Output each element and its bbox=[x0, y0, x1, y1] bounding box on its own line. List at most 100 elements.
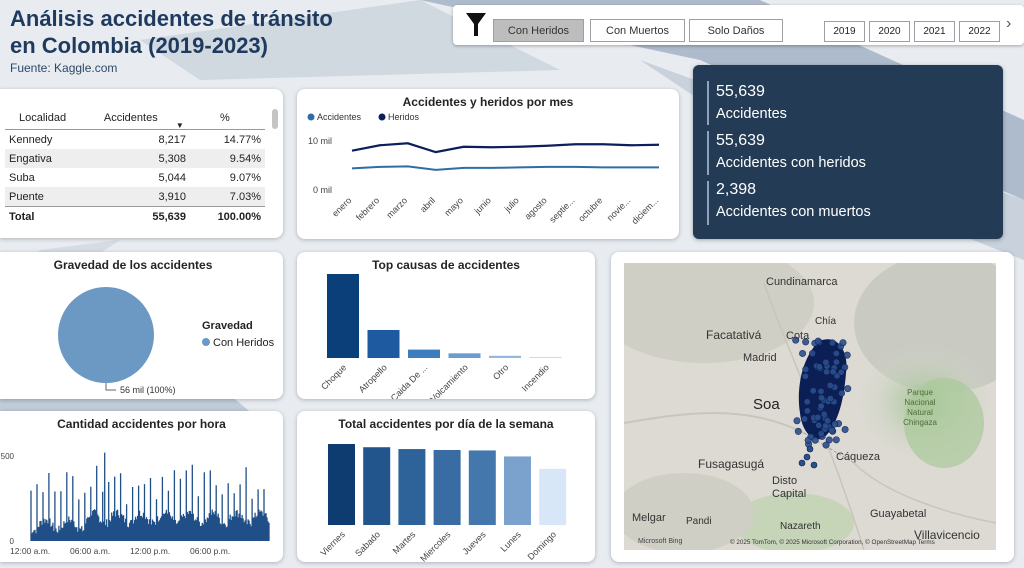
map-brand: Microsoft Bing bbox=[638, 538, 682, 545]
hourly-bars[interactable] bbox=[30, 452, 270, 541]
accident-point[interactable] bbox=[817, 387, 825, 395]
accident-point[interactable] bbox=[806, 445, 814, 453]
x-tick-label: Choque bbox=[319, 362, 348, 391]
bar-domingo[interactable] bbox=[539, 468, 567, 525]
accident-point[interactable] bbox=[792, 336, 800, 344]
table-cell-localidad: Suba bbox=[9, 171, 35, 184]
accident-point[interactable] bbox=[815, 421, 823, 429]
map-attribution[interactable]: © 2025 TomTom, © 2025 Microsoft Corporat… bbox=[730, 538, 935, 546]
accident-point[interactable] bbox=[793, 417, 801, 425]
accident-point[interactable] bbox=[825, 436, 833, 444]
year-button-2022[interactable]: 2022 bbox=[959, 21, 1000, 42]
accident-point[interactable] bbox=[832, 349, 840, 357]
bar-otro[interactable] bbox=[489, 355, 521, 358]
year-button-2021[interactable]: 2021 bbox=[914, 21, 955, 42]
hourly-bar-series[interactable] bbox=[30, 452, 270, 541]
accident-points[interactable] bbox=[792, 336, 852, 469]
accident-point[interactable] bbox=[843, 351, 851, 359]
accident-point[interactable] bbox=[826, 381, 834, 389]
table-cell-accidentes: 5,044 bbox=[158, 171, 186, 184]
table-row[interactable]: Suba 5,044 9.07% bbox=[5, 168, 265, 187]
accident-point[interactable] bbox=[810, 461, 818, 469]
accident-point[interactable] bbox=[799, 349, 807, 357]
bar-martes[interactable] bbox=[398, 449, 426, 525]
accident-point[interactable] bbox=[798, 459, 806, 467]
pie-legend-label[interactable]: Con Heridos bbox=[213, 337, 275, 349]
accident-point[interactable] bbox=[832, 436, 840, 444]
table-scrollbar[interactable] bbox=[272, 109, 278, 129]
map-label-facatativa: Facatativá bbox=[706, 328, 762, 342]
accident-point[interactable] bbox=[844, 385, 852, 393]
bar-viernes[interactable] bbox=[328, 444, 355, 525]
accident-point[interactable] bbox=[801, 415, 809, 423]
kpi-bar-2 bbox=[707, 131, 709, 175]
map-label-villavicencio: Villavicencio bbox=[914, 528, 980, 542]
x-tick-label: julio bbox=[502, 195, 521, 214]
series-line-accidentes[interactable] bbox=[351, 165, 659, 171]
accident-point[interactable] bbox=[809, 387, 817, 395]
legend-label-accidentes[interactable]: Accidentes bbox=[317, 112, 362, 122]
accident-point[interactable] bbox=[828, 339, 836, 347]
column-header-localidad[interactable]: Localidad bbox=[19, 112, 67, 124]
bar-volcamiento[interactable] bbox=[448, 353, 481, 358]
bar-atropello[interactable] bbox=[367, 330, 400, 358]
x-tick-label: 12:00 p.m. bbox=[130, 546, 170, 556]
accident-point[interactable] bbox=[815, 363, 823, 371]
legend-label-heridos[interactable]: Heridos bbox=[388, 112, 420, 122]
accident-point[interactable] bbox=[817, 430, 825, 438]
filter-button-solo-danos[interactable]: Solo Daños bbox=[689, 19, 783, 42]
accident-point[interactable] bbox=[803, 407, 811, 415]
accident-point[interactable] bbox=[841, 426, 849, 434]
accident-point[interactable] bbox=[803, 398, 811, 406]
column-header-pct[interactable]: % bbox=[220, 112, 230, 124]
severity-chart-title: Gravedad de los accidentes bbox=[53, 258, 213, 272]
bar-incendio[interactable] bbox=[529, 357, 562, 358]
accident-point[interactable] bbox=[839, 339, 847, 347]
accident-point[interactable] bbox=[802, 338, 810, 346]
chevron-right-icon[interactable]: › bbox=[1006, 15, 1012, 32]
accident-point[interactable] bbox=[817, 402, 825, 410]
year-button-2019[interactable]: 2019 bbox=[824, 21, 865, 42]
accident-point[interactable] bbox=[803, 453, 811, 461]
bar-lunes[interactable] bbox=[504, 456, 531, 525]
column-header-accidentes[interactable]: Accidentes ▼ bbox=[100, 107, 190, 130]
table-row[interactable]: Kennedy 8,217 14.77% bbox=[5, 130, 265, 150]
series-line-heridos[interactable] bbox=[351, 142, 660, 154]
accident-point[interactable] bbox=[817, 394, 825, 402]
bar-choque[interactable] bbox=[327, 274, 359, 358]
table-row[interactable]: Engativa 5,308 9.54% bbox=[5, 149, 265, 168]
bar-miercoles[interactable] bbox=[433, 449, 461, 525]
accident-point[interactable] bbox=[814, 337, 822, 345]
accident-point[interactable] bbox=[811, 436, 819, 444]
bar-jueves[interactable] bbox=[468, 450, 496, 525]
filter-button-con-heridos[interactable]: Con Heridos bbox=[493, 19, 584, 42]
accident-point[interactable] bbox=[838, 389, 846, 397]
kpi-bar-1 bbox=[707, 81, 709, 125]
accident-point[interactable] bbox=[804, 436, 812, 444]
year-button-2020[interactable]: 2020 bbox=[869, 21, 910, 42]
bar-caida-de-[interactable] bbox=[408, 349, 440, 358]
accident-point[interactable] bbox=[822, 441, 830, 449]
accident-point[interactable] bbox=[832, 358, 840, 366]
accident-point[interactable] bbox=[826, 395, 834, 403]
accident-point[interactable] bbox=[802, 365, 810, 373]
monthly-line-chart-card: Accidentes y heridos por mes Accidentes H… bbox=[297, 89, 679, 239]
accidents-map[interactable]: Cundinamarca Chía Facatativá Cota Madrid… bbox=[624, 263, 996, 550]
accident-point[interactable] bbox=[841, 363, 849, 371]
filter-button-con-muertos[interactable]: Con Muertos bbox=[590, 19, 685, 42]
accident-point[interactable] bbox=[814, 413, 822, 421]
accident-point[interactable] bbox=[829, 368, 837, 376]
accident-point[interactable] bbox=[808, 349, 816, 357]
accident-point[interactable] bbox=[837, 368, 845, 376]
accident-point[interactable] bbox=[820, 410, 828, 418]
accident-point[interactable] bbox=[801, 372, 809, 380]
table-row[interactable]: Puente 3,910 7.03% bbox=[5, 187, 265, 207]
pie-slice-con-heridos[interactable] bbox=[58, 287, 154, 383]
accident-point[interactable] bbox=[794, 427, 802, 435]
accident-point[interactable] bbox=[828, 426, 836, 434]
accident-point[interactable] bbox=[822, 358, 830, 366]
bar-sabado[interactable] bbox=[363, 447, 391, 525]
accident-point[interactable] bbox=[824, 417, 832, 425]
accident-point[interactable] bbox=[831, 420, 839, 428]
